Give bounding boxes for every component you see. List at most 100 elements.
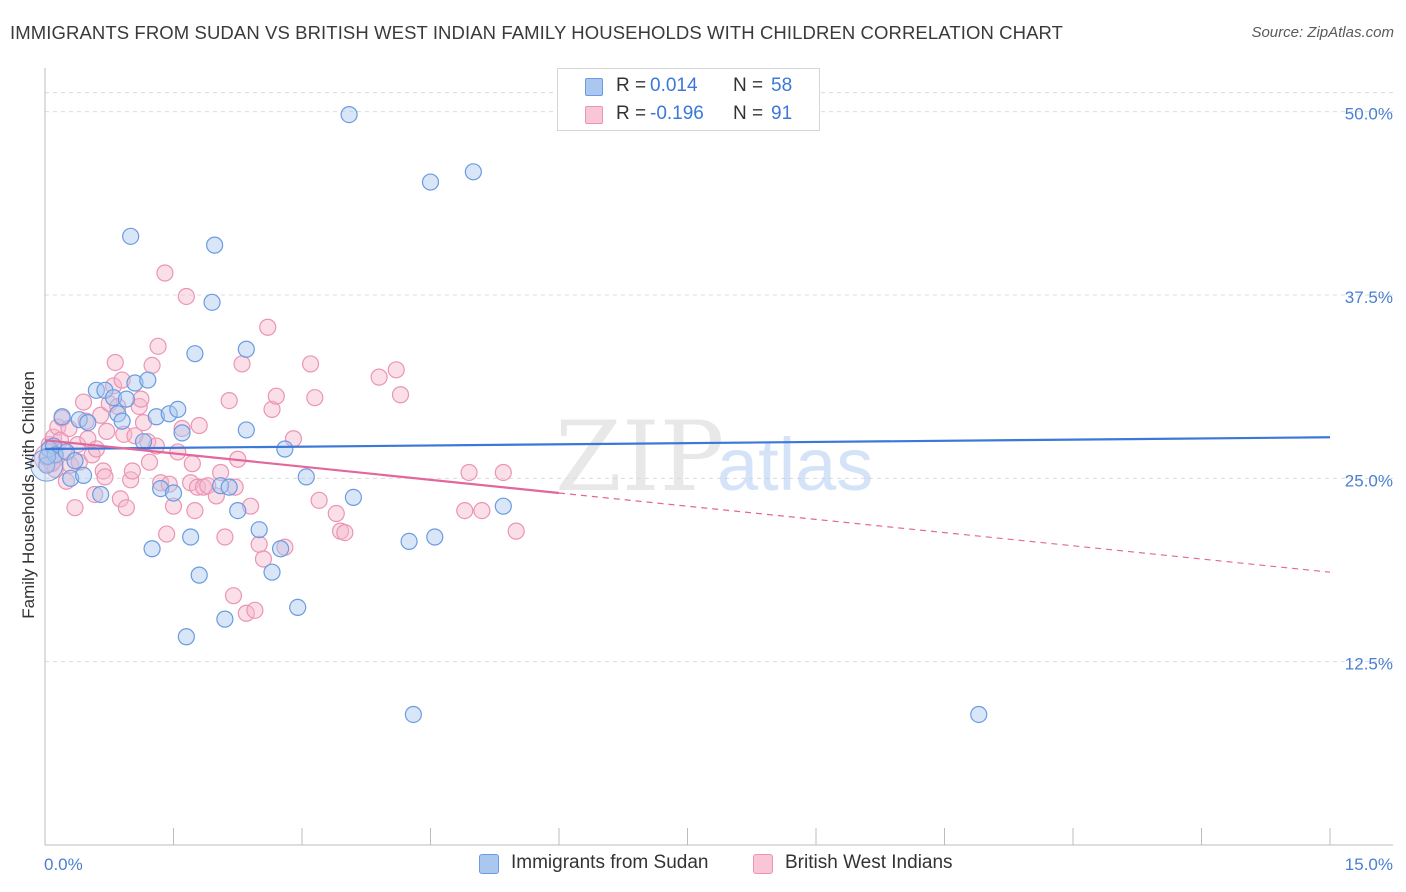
sudan-point xyxy=(212,477,230,495)
bottom-legend-label-bwi: British West Indians xyxy=(785,852,953,873)
sudan-point xyxy=(220,478,238,496)
sudan-point xyxy=(404,705,422,724)
sudan-point xyxy=(494,497,512,515)
sudan-point xyxy=(143,540,161,558)
bwi-point xyxy=(111,490,129,508)
bwi-point xyxy=(246,601,264,619)
bwi-point xyxy=(473,502,491,520)
sudan-point xyxy=(104,389,123,407)
sudan-point xyxy=(263,563,281,581)
bwi-point xyxy=(207,487,225,505)
series-immigrants-from-sudan xyxy=(30,105,988,724)
sudan-point xyxy=(117,390,135,408)
sudan-point xyxy=(79,414,97,432)
sudan-point xyxy=(164,484,183,502)
x-tick-label-max: 15.0% xyxy=(1345,855,1393,874)
sudan-point xyxy=(229,502,247,520)
y-tick-label: 25.0% xyxy=(1345,471,1393,490)
sudan-point xyxy=(216,610,234,628)
axis-layer xyxy=(44,68,1393,846)
sudan-point xyxy=(970,705,988,724)
bwi-point xyxy=(183,455,201,473)
sudan-point xyxy=(340,105,358,124)
sudan-point xyxy=(250,521,268,539)
bwi-point xyxy=(460,463,478,482)
sudan-point xyxy=(160,405,178,423)
bwi-trend-line xyxy=(44,439,560,495)
trend-layer xyxy=(44,436,1331,573)
chart-title: IMMIGRANTS FROM SUDAN VS BRITISH WEST IN… xyxy=(10,22,1064,43)
bwi-point xyxy=(149,337,167,355)
sudan-point xyxy=(271,540,290,558)
sudan-point xyxy=(186,345,204,363)
sudan-point xyxy=(182,528,200,546)
bottom-legend-item-sudan: Immigrants from Sudan xyxy=(479,852,739,878)
sudan-point xyxy=(62,469,80,487)
sudan-point xyxy=(147,408,165,426)
legend-n-label: N = xyxy=(733,103,764,124)
bwi-point xyxy=(66,499,84,517)
bwi-point xyxy=(173,419,191,438)
legend-n-value: 58 xyxy=(771,75,793,96)
bwi-point xyxy=(220,392,238,410)
legend-swatch-sudan xyxy=(585,78,603,96)
bwi-point xyxy=(158,525,176,543)
sudan-point xyxy=(113,412,131,430)
sudan-point xyxy=(190,566,208,584)
bwi-point xyxy=(123,462,141,480)
bwi-point xyxy=(259,318,277,336)
sudan-point xyxy=(53,408,71,426)
legend-r-value: -0.196 xyxy=(650,103,704,124)
legend-r-value: 0.014 xyxy=(650,75,698,96)
sudan-point xyxy=(203,293,221,311)
bwi-point xyxy=(226,478,244,496)
bwi-point xyxy=(263,400,281,418)
sudan-point xyxy=(92,485,110,504)
bwi-point xyxy=(106,353,124,372)
y-tick-label: 37.5% xyxy=(1345,288,1393,307)
sudan-point xyxy=(426,528,444,546)
bwi-point xyxy=(391,386,410,404)
sudan-point xyxy=(126,374,144,392)
legend-r-label: R = xyxy=(616,75,647,96)
legend-row-sudan: R = 0.014 N = 58 xyxy=(558,72,819,100)
bwi-point xyxy=(113,371,131,389)
bwi-point xyxy=(310,491,328,509)
bwi-point xyxy=(254,550,273,568)
sudan-point xyxy=(169,400,187,418)
bwi-point xyxy=(156,264,174,282)
sudan-point xyxy=(464,163,482,181)
bwi-point xyxy=(140,453,159,471)
bottom-legend-swatch-bwi xyxy=(753,854,773,874)
bwi-point xyxy=(92,406,110,424)
sudan-point xyxy=(122,227,140,245)
sudan-point xyxy=(206,236,224,254)
bwi-point xyxy=(267,387,285,405)
bwi-point xyxy=(164,497,183,515)
watermark-zip: ZIP xyxy=(555,401,724,513)
sudan-point xyxy=(297,468,315,486)
bwi-point xyxy=(104,377,123,395)
bwi-point xyxy=(190,416,208,435)
bwi-point xyxy=(370,368,388,386)
bwi-point xyxy=(327,504,345,523)
bwi-point xyxy=(456,502,474,520)
bwi-point xyxy=(143,356,161,374)
bwi-point xyxy=(132,390,150,408)
y-tick-label: 50.0% xyxy=(1345,105,1393,124)
bwi-point xyxy=(494,463,512,482)
x-tick-label-min: 0.0% xyxy=(44,855,83,874)
bwi-point xyxy=(147,437,165,455)
sudan-point xyxy=(400,532,418,551)
bwi-point xyxy=(242,497,260,515)
bwi-point xyxy=(74,393,93,411)
sudan-point xyxy=(237,421,255,439)
sudan-point xyxy=(66,452,84,470)
bwi-point xyxy=(86,485,104,504)
bwi-point xyxy=(117,499,135,517)
legend-n-label: N = xyxy=(733,75,764,96)
legend-r-label: R = xyxy=(616,103,647,124)
bottom-legend-swatch-sudan xyxy=(479,854,499,874)
y-tick-label: 12.5% xyxy=(1345,655,1393,674)
